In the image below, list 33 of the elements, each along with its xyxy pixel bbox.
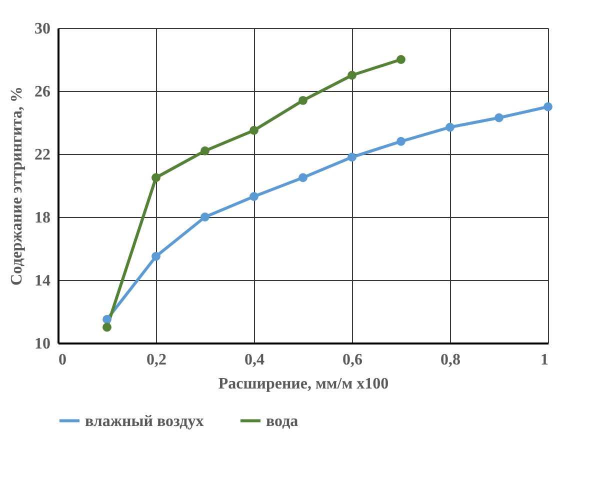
x-tick-label: 0	[58, 352, 66, 368]
point	[250, 126, 258, 135]
point	[544, 102, 552, 112]
legend-label: влажный воздух	[85, 412, 204, 430]
point	[200, 146, 210, 156]
point	[396, 55, 406, 64]
y-tick-label: 18	[34, 210, 50, 226]
x-axis-title: Расширение, мм/м х100	[218, 376, 389, 392]
point	[102, 322, 112, 332]
point	[200, 212, 210, 222]
point	[152, 252, 160, 261]
x-tick-label: 0,4	[244, 352, 264, 368]
point	[250, 192, 258, 201]
point	[298, 173, 308, 182]
y-tick-label: 14	[34, 272, 50, 290]
point	[396, 136, 406, 146]
legend-label: вода	[266, 412, 298, 430]
point	[102, 314, 112, 324]
y-tick-label: 26	[34, 84, 50, 100]
x-tick-label: 0,2	[146, 352, 166, 368]
x-tick-label: 0,6	[342, 352, 362, 368]
point	[152, 173, 160, 182]
point	[494, 113, 504, 122]
y-axis-title: Содержание эттрингита, %	[8, 86, 26, 286]
y-tick-label: 22	[34, 146, 50, 164]
x-tick-label: 1	[540, 352, 548, 368]
point	[348, 152, 356, 162]
point	[348, 70, 356, 80]
point	[298, 96, 308, 105]
point	[446, 122, 454, 132]
y-tick-label: 30	[34, 20, 50, 38]
y-tick-label: 10	[34, 336, 50, 352]
x-tick-label: 0,8	[440, 352, 460, 368]
